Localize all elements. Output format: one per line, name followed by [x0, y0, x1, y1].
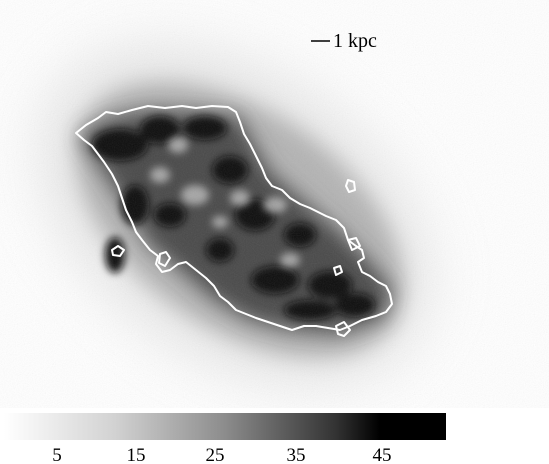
scale-bar: 1 kpc [311, 30, 377, 52]
colorbar-tick-label: 15 [127, 445, 146, 464]
colorbar-tick-label: 45 [373, 445, 392, 464]
intensity-map [0, 0, 549, 408]
colorbar-tick-label: 5 [52, 445, 62, 464]
colorbar: 5 15 25 35 45 [4, 413, 446, 464]
scale-bar-label: 1 kpc [333, 30, 377, 52]
colorbar-tick-label: 25 [206, 445, 225, 464]
contour-lines [75, 105, 393, 337]
colorbar-tick-label: 35 [287, 445, 306, 464]
colorbar-gradient [4, 413, 446, 440]
